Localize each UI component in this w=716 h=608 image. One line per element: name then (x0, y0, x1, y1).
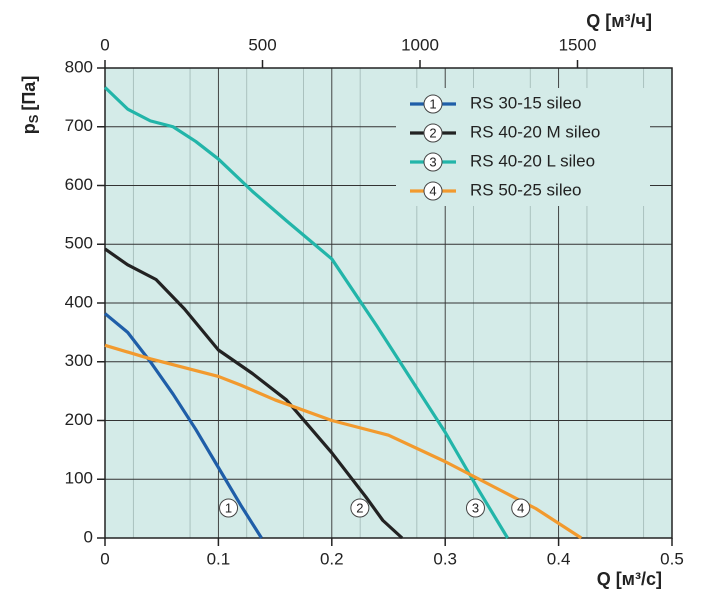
x2-tick-label: 0 (100, 35, 109, 54)
curve-tag: 4 (517, 500, 524, 515)
x-tick-label: 0.3 (433, 549, 457, 568)
x2-tick-label: 1500 (559, 35, 597, 54)
y-title-subscript: S (26, 114, 41, 123)
curve-tag-circle (511, 498, 531, 518)
legend-tag: 3 (429, 154, 436, 169)
x-tick-label: 0.1 (207, 549, 231, 568)
curve-tag: 1 (225, 500, 232, 515)
x-tick-label: 0.2 (320, 549, 344, 568)
legend-tag-circle (423, 181, 443, 201)
curve-tag: 2 (356, 500, 363, 515)
x-axis-title: Q [м³/с] (597, 569, 662, 589)
x2-tick-label: 500 (248, 35, 276, 54)
y-tick-label: 200 (65, 410, 93, 429)
y-title-unit: [Па] (19, 76, 39, 111)
legend-tag: 4 (429, 183, 436, 198)
curve-tag: 3 (472, 500, 479, 515)
series-line (103, 86, 509, 539)
y-tick-label: 800 (65, 57, 93, 76)
x-tick-label: 0.4 (547, 549, 571, 568)
y-tick-label: 400 (65, 292, 93, 311)
x2-tick-label: 1000 (401, 35, 439, 54)
y-title-symbol: p (19, 123, 39, 134)
plot-frame (104, 67, 673, 539)
legend-label: RS 30-15 sileo (470, 93, 582, 112)
series-line (104, 247, 404, 540)
legend-label: RS 40-20 L sileo (470, 151, 595, 170)
x-tick-label: 0 (100, 549, 109, 568)
curve-tag-circle (219, 498, 239, 518)
series-line (103, 312, 263, 539)
y-tick-label: 500 (65, 234, 93, 253)
curve-tag-circle (350, 498, 370, 518)
legend-tag-circle (423, 123, 443, 143)
x-tick-label: 0.5 (660, 549, 684, 568)
legend-label: RS 50-25 sileo (470, 180, 582, 199)
x2-axis-title: Q [м³/ч] (586, 11, 652, 31)
y-axis-title: pS [Па] (19, 76, 42, 135)
legend-label: RS 40-20 M sileo (470, 122, 600, 141)
y-tick-label: 0 (84, 527, 93, 546)
y-tick-label: 600 (65, 175, 93, 194)
legend-tag: 2 (429, 125, 436, 140)
curve-tag-circle (465, 498, 485, 518)
series-line (104, 343, 583, 540)
legend-tag-circle (423, 152, 443, 172)
y-tick-label: 300 (65, 351, 93, 370)
legend-tag: 1 (429, 96, 436, 111)
y-tick-label: 700 (65, 116, 93, 135)
y-tick-label: 100 (65, 469, 93, 488)
legend-tag-circle (423, 94, 443, 114)
